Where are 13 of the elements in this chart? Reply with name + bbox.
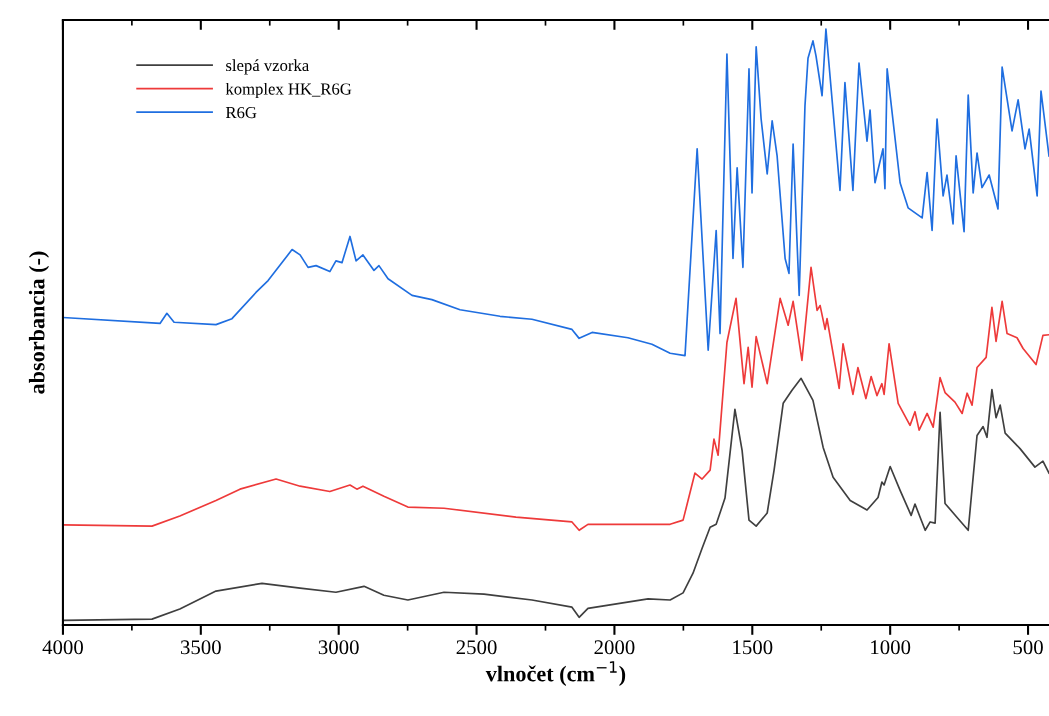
x-tick-label: 2500 bbox=[456, 640, 497, 655]
x-tick-label: 1500 bbox=[733, 640, 773, 655]
x-tick-label: 1000 bbox=[871, 640, 911, 655]
y-axis-title: absorbancia (-) bbox=[28, 251, 50, 394]
x-tick-label: 4000 bbox=[42, 640, 83, 655]
legend-label: komplex HK_R6G bbox=[225, 82, 352, 99]
legend-label: slepá vzorka bbox=[226, 59, 309, 75]
legend-label: R6G bbox=[225, 106, 257, 119]
x-tick-label: 3500 bbox=[180, 640, 221, 655]
x-tick-label: 500 bbox=[1013, 640, 1043, 655]
x-tick-label: 3000 bbox=[318, 640, 359, 655]
x-axis-title: vlnočet (cm$^{−1}$) bbox=[485, 661, 626, 686]
x-tick-label: 2000 bbox=[594, 640, 635, 655]
